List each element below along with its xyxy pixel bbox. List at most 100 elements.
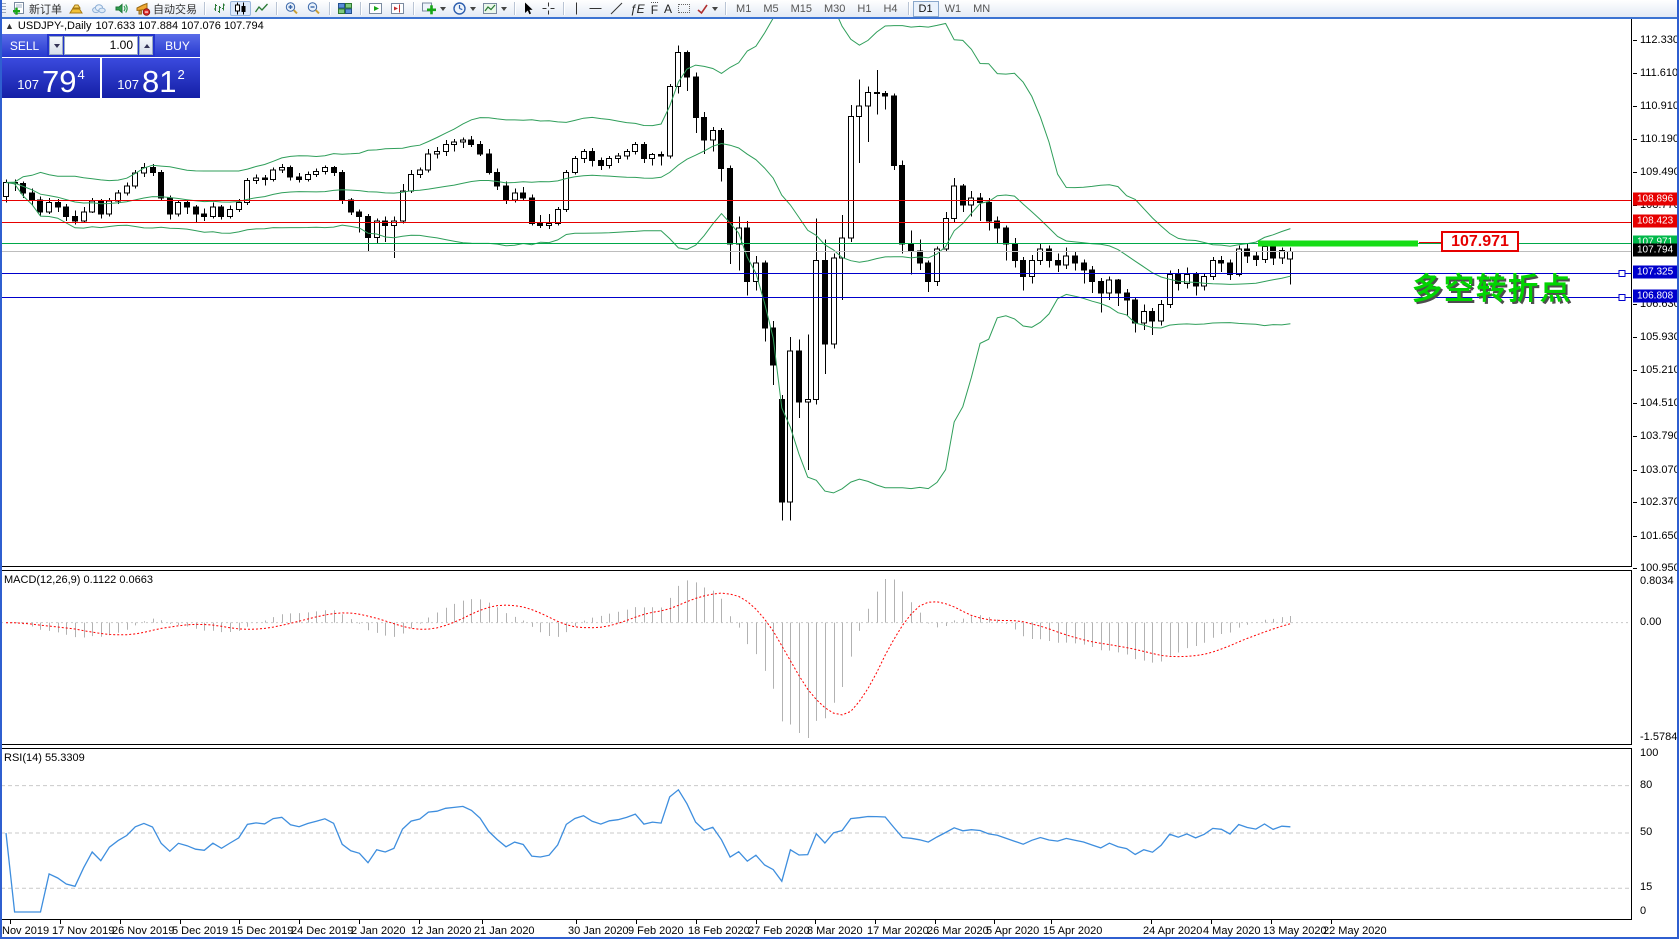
toolbar-separator	[514, 2, 515, 15]
clock-icon	[453, 2, 466, 15]
date-axis-label: 22 May 2020	[1323, 925, 1387, 937]
timeframe-h1-button[interactable]: H1	[857, 2, 872, 15]
price-axis[interactable]: 112.330111.610110.910110.190109.490108.7…	[1633, 18, 1679, 939]
price-axis-tick-label: 109.490	[1640, 165, 1679, 178]
date-axis-tick	[696, 920, 697, 924]
zoom-out-button[interactable]	[303, 1, 325, 16]
vertical-line-button[interactable]	[568, 1, 585, 16]
toolbar-separator	[563, 2, 564, 15]
date-axis-tick	[1271, 920, 1272, 924]
date-axis-tick	[875, 920, 876, 924]
price-tag-label[interactable]: 107.971	[1441, 231, 1519, 252]
main-chart-panel[interactable]	[0, 18, 1632, 567]
date-axis-tick	[994, 920, 995, 924]
macd-panel[interactable]: MACD(12,26,9) 0.1122 0.0663	[0, 570, 1632, 745]
cursor-icon	[525, 2, 533, 15]
fibonacci-button[interactable]: ƒE	[627, 1, 648, 16]
trendline-icon	[610, 2, 623, 15]
date-axis-tick	[756, 920, 757, 924]
date-axis-label: 26 Mar 2020	[927, 925, 989, 937]
toolbar: 新订单 自动交易	[0, 0, 1679, 19]
zoom-in-button[interactable]	[281, 1, 303, 16]
candlestick-chart-button[interactable]	[230, 1, 251, 16]
dropdown-caret-icon	[440, 6, 446, 11]
macd-canvas[interactable]	[1, 571, 1631, 744]
date-axis-tick	[120, 920, 121, 924]
timeframe-d1-button[interactable]: D1	[912, 0, 939, 17]
price-axis-tick	[1633, 304, 1637, 306]
sell-price-main: 79	[41, 63, 77, 99]
date-axis[interactable]: Nov 2019 17 Nov 2019 26 Nov 2019 5 Dec 2019…	[0, 920, 1632, 939]
lot-decrease-button[interactable]	[49, 36, 63, 55]
timeframe-m1-button[interactable]: M1	[736, 2, 752, 15]
toolbar-separator	[204, 2, 205, 15]
lot-increase-button[interactable]	[139, 36, 153, 55]
rsi-canvas[interactable]	[1, 749, 1631, 919]
rsi-axis-0: 0	[1640, 905, 1647, 917]
cursor-button[interactable]	[519, 1, 538, 16]
toolbar-gripper[interactable]	[2, 3, 6, 14]
periods-button[interactable]	[449, 1, 479, 16]
templates-button[interactable]	[479, 1, 510, 16]
timeframe-m30-button[interactable]: M30	[824, 2, 846, 15]
hline-handle[interactable]	[1618, 294, 1626, 301]
chart-shift-button[interactable]	[387, 1, 409, 16]
chart-window-icon: ▲	[5, 21, 14, 31]
timeframe-m5-button[interactable]: M5	[763, 2, 779, 15]
new-order-button[interactable]: 新订单	[9, 1, 65, 16]
date-axis-tick	[180, 920, 181, 924]
sell-button[interactable]: SELL	[2, 34, 47, 57]
line-chart-button[interactable]	[251, 1, 272, 16]
buy-button[interactable]: BUY	[155, 34, 200, 57]
hline-handle[interactable]	[1618, 270, 1626, 277]
text-label-button[interactable]	[675, 1, 693, 16]
date-axis-label: 17 Mar 2020	[867, 925, 929, 937]
date-axis-label: 24 Dec 2019	[291, 925, 354, 937]
channel-button[interactable]: F	[648, 1, 661, 16]
date-axis-tick	[299, 920, 300, 924]
date-axis-label: 18 Feb 2020	[688, 925, 750, 937]
turning-point-annotation[interactable]: 多空转折点	[1412, 273, 1572, 306]
lot-size-input[interactable]: 1.00	[64, 36, 138, 55]
gold-button[interactable]	[65, 1, 87, 16]
trendline-button[interactable]	[606, 1, 627, 16]
timeframe-w1-button[interactable]: W1	[944, 2, 962, 15]
macd-axis-zero: 0.00	[1640, 615, 1662, 628]
macd-label: MACD(12,26,9) 0.1122 0.0663	[4, 574, 153, 586]
arrow-objects-icon	[697, 4, 708, 15]
date-axis-label: 30 Jan 2020	[568, 925, 629, 937]
date-axis-label: Nov 2019	[2, 925, 50, 937]
timeframe-h4-button[interactable]: H4	[883, 2, 898, 15]
buy-price-pane[interactable]: 107 81 2	[102, 58, 200, 98]
crosshair-button[interactable]	[538, 1, 559, 16]
highlight-trendline[interactable]	[1258, 240, 1418, 247]
cloud-button[interactable]	[87, 1, 110, 16]
horizontal-lines[interactable]	[1, 200, 1631, 301]
horizontal-line-button[interactable]	[585, 1, 606, 16]
arrow-objects-button[interactable]	[693, 1, 721, 16]
candlestick-chart-icon	[235, 2, 246, 15]
date-axis-label: 9 Feb 2020	[628, 925, 684, 937]
chart-quotes: 107.633 107.884 107.076 107.794	[95, 20, 264, 32]
timeframe-mn-button[interactable]: MN	[973, 2, 991, 15]
bar-chart-button[interactable]	[209, 1, 230, 16]
auto-scroll-icon	[369, 3, 382, 14]
add-indicator-icon	[422, 2, 436, 15]
price-axis-tick-label: 101.650	[1640, 529, 1679, 542]
dropdown-caret-icon	[712, 6, 719, 11]
add-indicator-button[interactable]	[418, 1, 449, 16]
broadcast-button[interactable]	[110, 1, 132, 16]
megaphone-icon	[136, 2, 151, 16]
autotrading-button[interactable]: 自动交易	[132, 1, 200, 16]
new-order-label: 新订单	[29, 3, 62, 16]
rsi-panel[interactable]: RSI(14) 55.3309	[0, 748, 1632, 920]
sell-price-pane[interactable]: 107 79 4	[2, 58, 100, 98]
text-tool-button[interactable]: A	[661, 1, 675, 16]
timeframe-toolbar: M1 M5 M15 M30 H1 H4 D1 W1 MN	[730, 0, 996, 17]
date-axis-tick	[482, 920, 483, 924]
timeframe-m15-button[interactable]: M15	[790, 2, 813, 15]
date-axis-label: 17 Nov 2019	[52, 925, 115, 937]
tile-windows-button[interactable]	[334, 1, 356, 16]
auto-scroll-button[interactable]	[365, 1, 387, 16]
main-chart-canvas[interactable]	[1, 19, 1631, 566]
